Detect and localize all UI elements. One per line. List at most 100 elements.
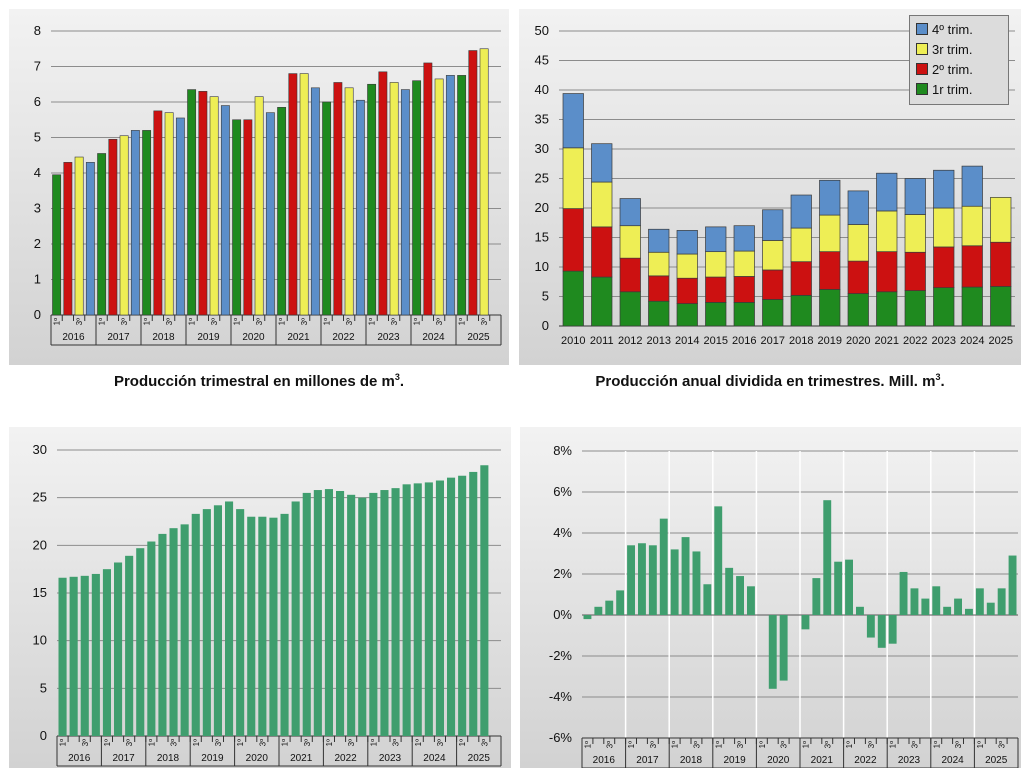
quarter-tick-label: 1º	[627, 741, 636, 748]
y-tick-label: 45	[535, 53, 549, 68]
stacked-bar-segment	[847, 224, 869, 262]
bar	[213, 505, 222, 736]
annual-stacked-chart: 0 5 10 15 20 25 30 35 40 45 50 2010 2011 2012 2013 2014…	[519, 9, 1021, 365]
year-label: 2018	[152, 332, 175, 343]
bar	[347, 494, 356, 736]
bar	[986, 602, 995, 615]
bar	[834, 561, 843, 615]
bar	[423, 62, 433, 316]
y-tick-label: 5	[40, 680, 47, 695]
bar	[943, 606, 952, 615]
bar	[391, 488, 400, 736]
bar	[400, 89, 410, 316]
quarter-tick-label: 3º	[436, 739, 445, 746]
stacked-bar-segment	[762, 240, 784, 271]
stacked-bar-segment	[733, 250, 755, 277]
quarter-tick-label: 3º	[347, 739, 356, 746]
stacked-bar-segment	[705, 251, 727, 278]
quarter-tick-label: 1º	[188, 318, 197, 325]
stacked-bar-segment	[619, 225, 641, 259]
bar	[605, 600, 614, 615]
quarter-tick-label: 3º	[210, 318, 219, 325]
year-label: 2017	[112, 753, 135, 764]
bar	[254, 96, 264, 316]
bar	[412, 80, 422, 316]
bar	[480, 465, 489, 736]
bar	[52, 174, 62, 316]
bar	[288, 73, 298, 316]
bar	[310, 87, 320, 316]
bar	[142, 130, 152, 316]
y-tick-label: 40	[535, 82, 549, 97]
stacked-bar-segment	[990, 241, 1012, 287]
stacked-bar-segment	[591, 276, 613, 327]
bar	[594, 606, 603, 615]
bar	[74, 156, 84, 316]
x-tick-label: 2014	[675, 335, 699, 347]
bar	[954, 598, 962, 615]
bar	[1008, 555, 1017, 615]
y-tick-label: 0%	[553, 607, 572, 622]
stacked-bar-segment	[619, 198, 641, 227]
x-tick-label: 2019	[818, 335, 842, 347]
bar	[280, 513, 289, 736]
bar	[457, 75, 467, 316]
stacked-bar-segment	[762, 299, 784, 327]
year-label: 2020	[242, 332, 265, 343]
bar	[378, 71, 388, 316]
x-tick-label: 2011	[590, 335, 614, 347]
bar	[277, 107, 287, 316]
bar	[333, 82, 343, 316]
bar	[692, 551, 701, 615]
year-label: 2023	[898, 755, 921, 766]
y-tick-label: -6%	[549, 730, 573, 745]
bar	[402, 484, 411, 736]
caption-annual-sup: 3	[935, 372, 941, 382]
x-tick-label: 2021	[875, 335, 899, 347]
bar	[975, 588, 984, 615]
quarter-tick-label: 1º	[845, 741, 854, 748]
bar	[344, 87, 354, 316]
bar	[198, 91, 208, 316]
year-label: 2023	[379, 753, 402, 764]
x-tick-label: 2013	[647, 335, 671, 347]
bar	[899, 571, 908, 615]
quarter-tick-label: 1º	[458, 739, 467, 746]
stacked-bar-segment	[648, 251, 670, 277]
year-label: 2024	[941, 755, 964, 766]
stacked-bar-segment	[562, 147, 584, 209]
bar	[69, 576, 78, 736]
bar	[265, 112, 275, 316]
stacked-bar-segment	[733, 225, 755, 252]
y-tick-label: 10	[33, 633, 47, 648]
stacked-bar-segment	[705, 276, 727, 303]
y-tick-label: 6	[34, 94, 41, 109]
bar	[856, 606, 864, 615]
bar	[434, 78, 444, 316]
chart-legend: 4º trim. 3r trim. 2º trim. 1r trim.	[909, 15, 1009, 105]
quarter-tick-label: 3º	[300, 318, 309, 325]
quarter-tick-label: 1º	[458, 318, 467, 325]
bar	[58, 577, 67, 736]
y-tick-label: 4%	[553, 525, 572, 540]
y-tick-label: 20	[535, 200, 549, 215]
quarter-tick-label: 1º	[801, 741, 810, 748]
year-label: 2022	[854, 755, 877, 766]
year-label: 2016	[593, 755, 616, 766]
quarter-tick-label: 3º	[125, 739, 134, 746]
caption-annual: Producción anual dividida en trimestres.…	[519, 372, 1021, 396]
bar	[136, 548, 145, 736]
stacked-bar-segment	[790, 194, 812, 229]
caption-quarterly-text: Producción trimestral en millones de m	[113, 373, 395, 390]
quarter-tick-label: 1º	[233, 318, 242, 325]
bar	[845, 559, 853, 615]
rolling-annual-chart: 0 5 10 15 20 25 30 1º 3º 1º 3º 1º 3º 1º 3º 1º 3º 1º 3º 1º 3º…	[9, 427, 511, 768]
year-label: 2019	[201, 753, 224, 764]
legend-item-q3: 3r trim.	[916, 40, 1002, 60]
stacked-bar-segment	[904, 251, 926, 291]
legend-swatch-q3	[916, 43, 928, 55]
bar	[169, 528, 178, 736]
stacked-bar-segment	[961, 245, 983, 288]
legend-swatch-q2	[916, 63, 928, 75]
